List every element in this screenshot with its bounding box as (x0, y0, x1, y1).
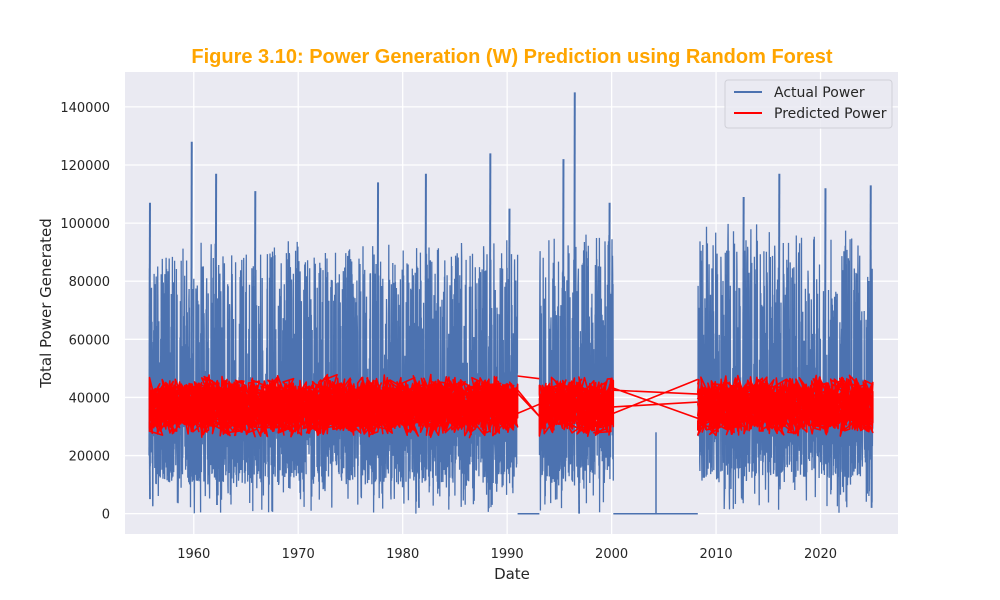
y-tick-label: 140000 (60, 101, 110, 116)
y-axis-ticks: 0 20000 40000 60000 80000 100000 120000 140000 (60, 101, 110, 523)
y-tick-label: 40000 (69, 391, 110, 406)
predicted-power-series (148, 373, 874, 439)
x-axis-ticks: 1960 1970 1980 1990 2000 2010 2020 (177, 547, 837, 562)
predicted-power-connector (613, 378, 699, 420)
legend-box (724, 79, 893, 129)
y-tick-label: 120000 (60, 159, 110, 174)
y-tick-label: 100000 (60, 217, 110, 232)
x-tick-label: 1970 (282, 547, 315, 562)
x-axis-label: Date (494, 565, 530, 583)
x-tick-label: 2020 (804, 547, 837, 562)
y-tick-label: 80000 (69, 275, 110, 290)
x-tick-label: 1960 (177, 547, 210, 562)
legend-label-predicted: Predicted Power (774, 106, 887, 122)
predicted-power-connector (516, 375, 541, 418)
predicted-power-segment (538, 376, 615, 437)
y-tick-label: 20000 (69, 450, 110, 465)
x-tick-label: 2000 (595, 547, 628, 562)
legend-label-actual: Actual Power (774, 85, 865, 101)
legend: Actual Power Predicted Power (724, 79, 893, 129)
x-tick-label: 2010 (700, 547, 733, 562)
y-axis-label: Total Power Generated (37, 218, 55, 389)
x-tick-label: 1990 (491, 547, 524, 562)
y-tick-label: 60000 (69, 333, 110, 348)
predicted-power-segment (697, 374, 874, 437)
y-tick-label: 0 (102, 508, 110, 523)
chart-title: Figure 3.10: Power Generation (W) Predic… (191, 46, 833, 68)
predicted-power-segment (148, 373, 519, 439)
x-tick-label: 1980 (386, 547, 419, 562)
actual-power-segment (697, 223, 874, 513)
